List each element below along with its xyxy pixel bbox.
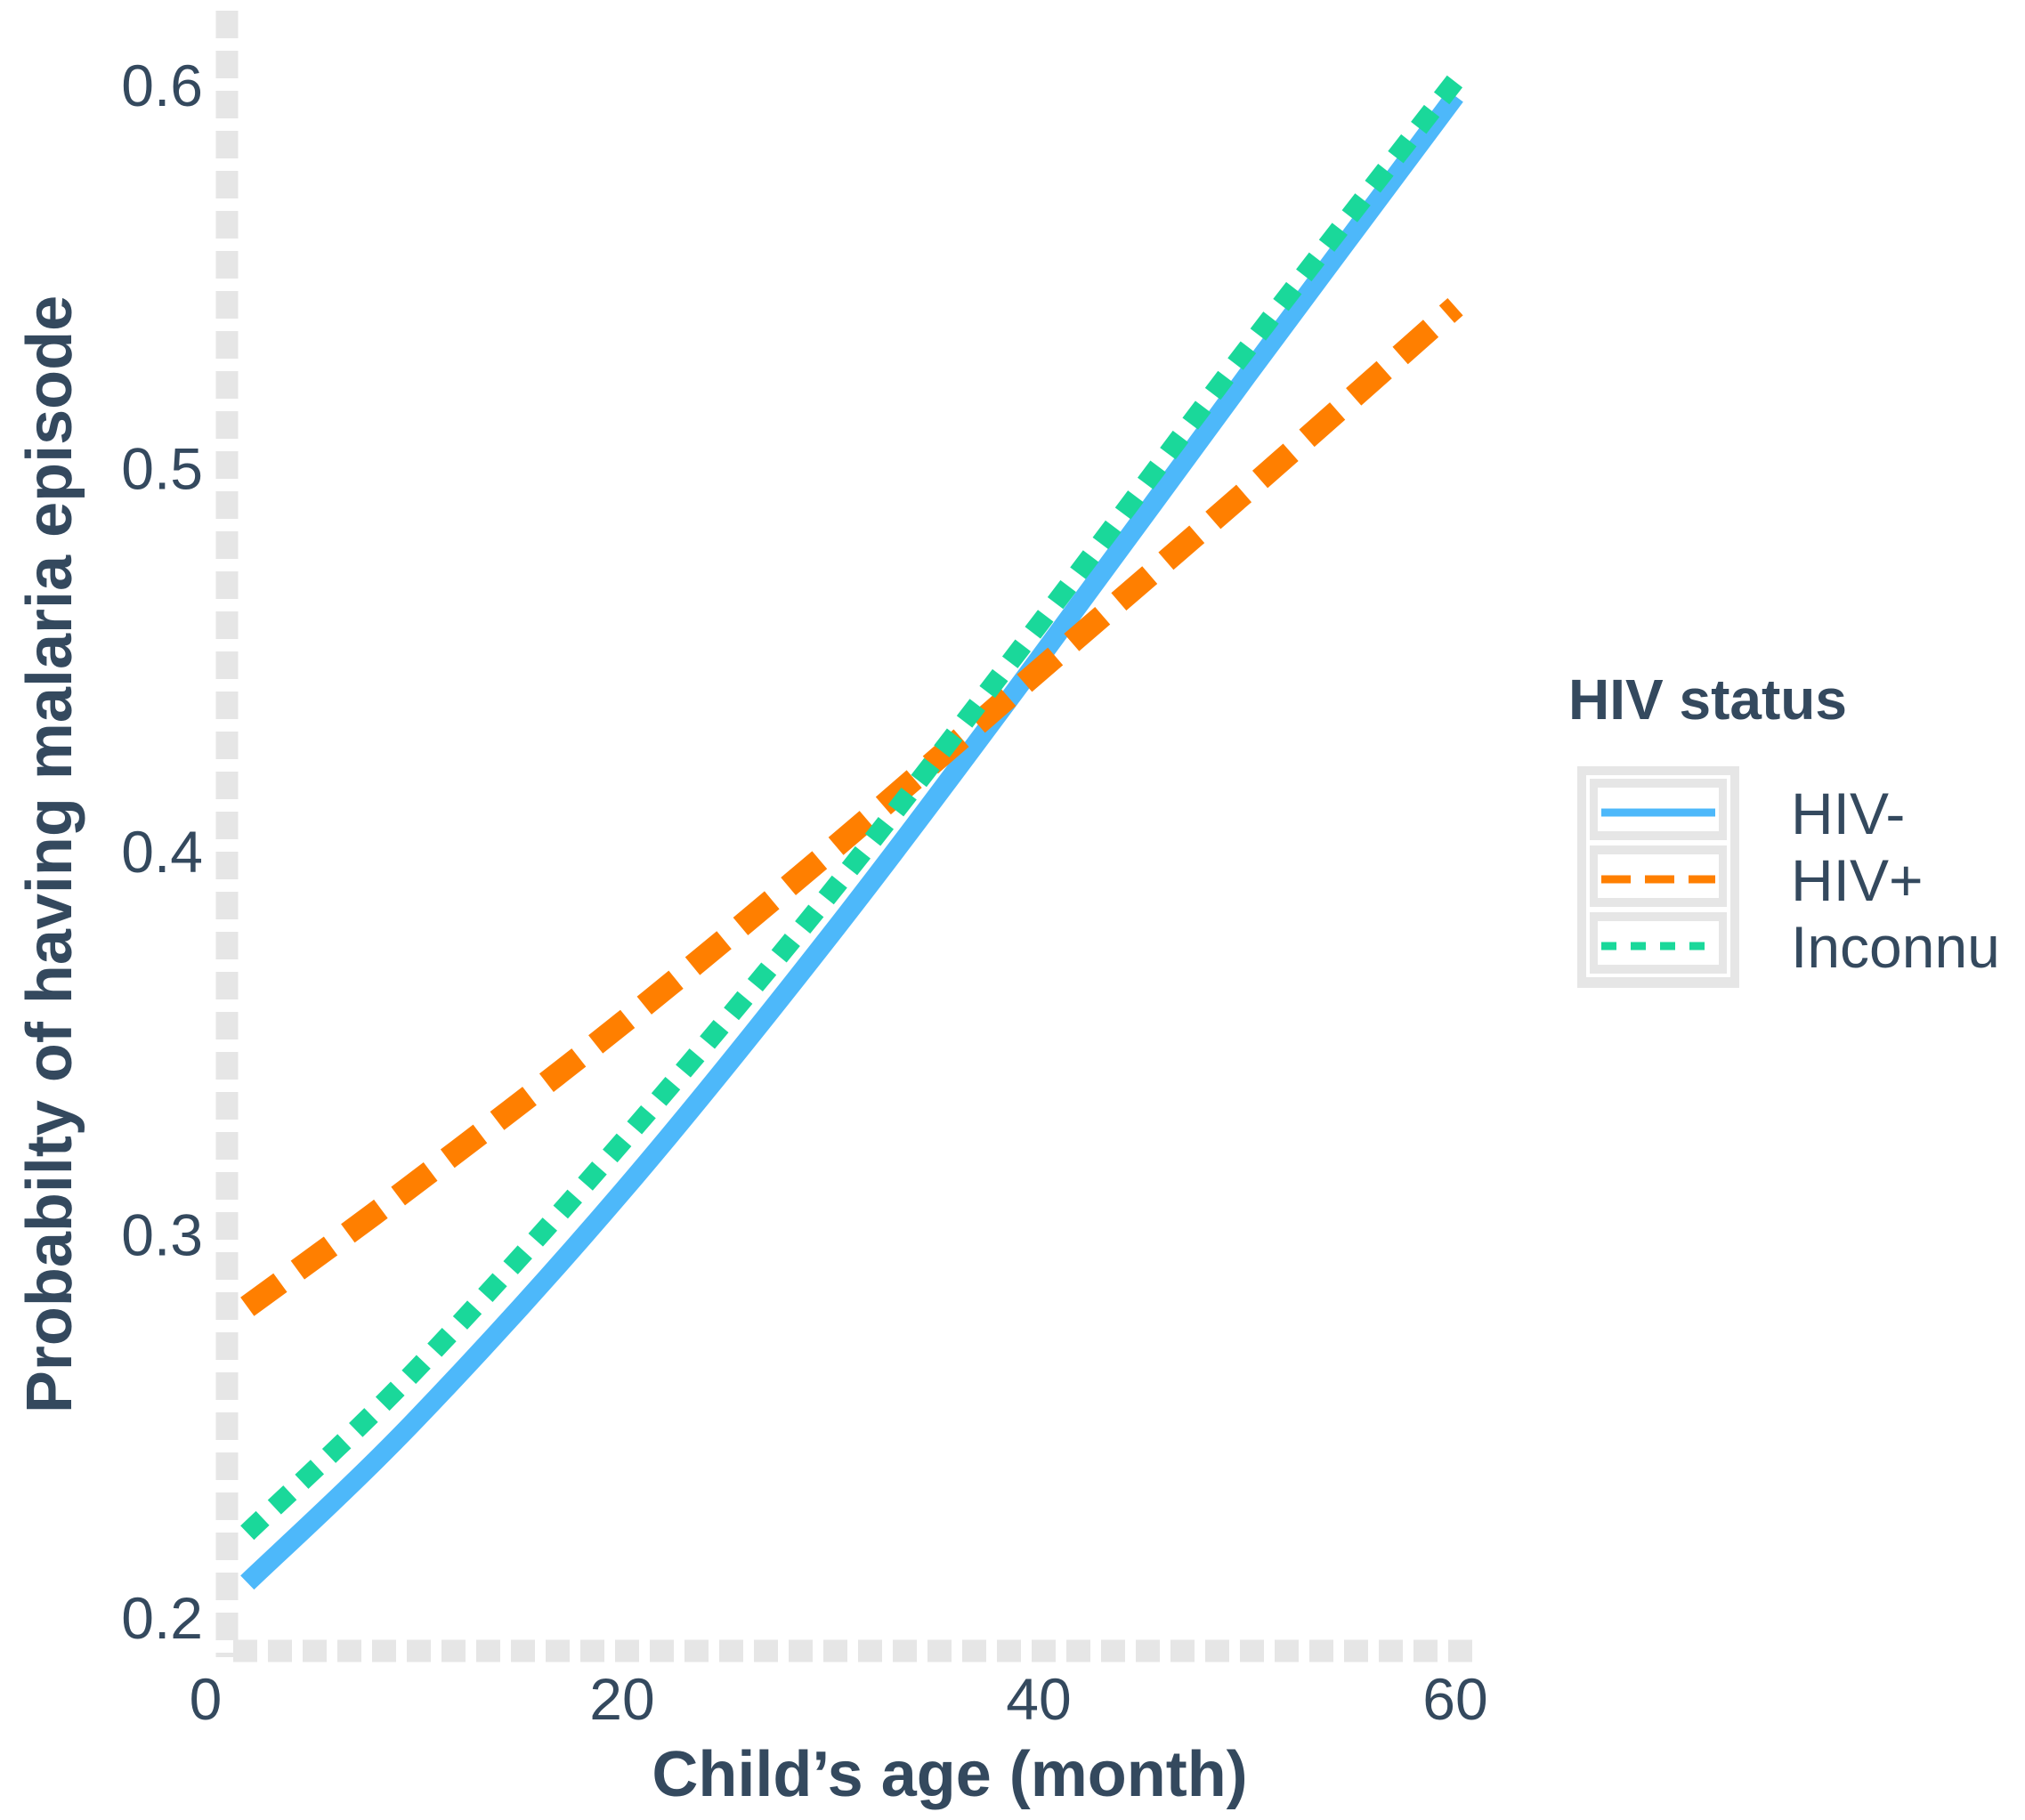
legend-label: Inconnu xyxy=(1791,914,2000,980)
y-tick-label: 0.3 xyxy=(121,1202,203,1268)
y-tick-label: 0.5 xyxy=(121,436,203,502)
legend: HIV status HIV-HIV+Inconnu xyxy=(1568,667,2000,988)
y-tick-label: 0.4 xyxy=(121,819,203,885)
legend-title: HIV status xyxy=(1568,667,1847,732)
x-tick-label: 0 xyxy=(190,1666,223,1732)
x-tick-labels: 0 20 40 60 xyxy=(190,1666,1488,1732)
series-line-hiv xyxy=(240,90,1463,1590)
x-tick-label: 20 xyxy=(589,1666,654,1732)
x-tick-label: 40 xyxy=(1006,1666,1071,1732)
x-axis-title: Child’s age (month) xyxy=(652,1739,1247,1810)
axes xyxy=(215,11,1479,1662)
x-tick-label: 60 xyxy=(1422,1666,1487,1732)
y-tick-labels: 0.2 0.3 0.4 0.5 0.6 xyxy=(121,53,203,1651)
series-lines xyxy=(240,74,1463,1590)
legend-items: HIV-HIV+Inconnu xyxy=(1577,766,2000,988)
legend-label: HIV+ xyxy=(1791,847,1924,913)
series-line-hiv xyxy=(240,297,1463,1316)
legend-label: HIV- xyxy=(1791,781,1905,846)
series-line-inconnu xyxy=(240,74,1463,1541)
y-axis-title: Probabilty of having malaria episode xyxy=(14,295,85,1413)
y-tick-label: 0.2 xyxy=(121,1585,203,1651)
y-tick-label: 0.6 xyxy=(121,53,203,118)
